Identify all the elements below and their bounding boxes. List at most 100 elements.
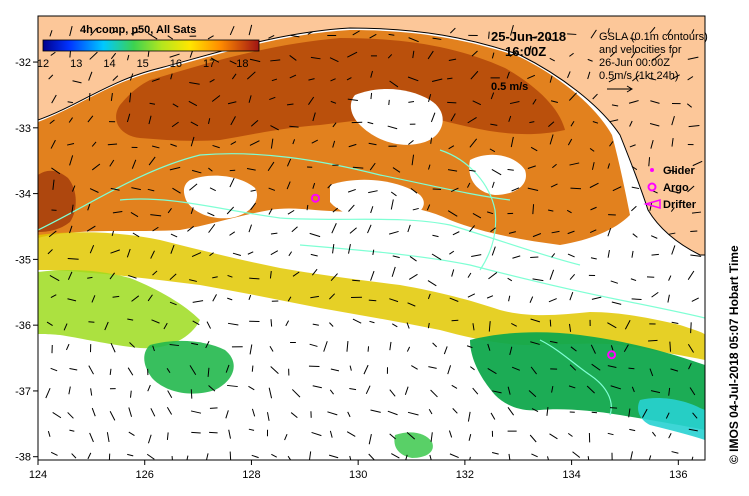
velocity-vector bbox=[472, 387, 479, 395]
velocity-vector bbox=[492, 390, 502, 394]
y-tick-label: -37 bbox=[15, 386, 31, 398]
velocity-vector bbox=[86, 225, 96, 232]
velocity-vector bbox=[130, 390, 132, 398]
velocity-vector bbox=[391, 453, 400, 459]
velocity-vector bbox=[630, 50, 637, 59]
velocity-vector bbox=[170, 233, 178, 238]
velocity-vector bbox=[270, 319, 273, 327]
velocity-vector bbox=[428, 164, 431, 170]
velocity-vector bbox=[68, 117, 73, 123]
velocity-vector bbox=[531, 408, 539, 413]
velocity-vector bbox=[286, 158, 292, 167]
velocity-vector bbox=[469, 456, 471, 460]
velocity-vector bbox=[590, 29, 597, 39]
velocity-vector bbox=[327, 411, 338, 416]
velocity-vector bbox=[369, 320, 375, 324]
velocity-vector bbox=[208, 385, 216, 392]
velocity-vector bbox=[90, 27, 98, 36]
velocity-vector bbox=[509, 346, 513, 355]
velocity-vector bbox=[687, 185, 695, 193]
velocity-vector bbox=[250, 189, 256, 192]
velocity-vector bbox=[347, 188, 356, 193]
velocity-vector bbox=[208, 167, 213, 172]
velocity-vector bbox=[365, 385, 371, 395]
velocity-vector bbox=[548, 121, 555, 128]
velocity-vector bbox=[166, 432, 169, 441]
velocity-vector bbox=[91, 295, 96, 303]
velocity-vector bbox=[389, 389, 396, 397]
sst-cool-patch-2 bbox=[394, 432, 433, 458]
velocity-vector bbox=[332, 244, 335, 254]
velocity-vector bbox=[607, 432, 614, 436]
velocity-vector bbox=[208, 223, 216, 233]
velocity-vector bbox=[527, 74, 536, 79]
velocity-vector bbox=[367, 346, 370, 352]
velocity-vector bbox=[586, 385, 595, 394]
velocity-vector bbox=[112, 211, 123, 214]
velocity-vector bbox=[347, 51, 358, 58]
velocity-vector bbox=[285, 320, 290, 327]
velocity-vector bbox=[427, 322, 430, 329]
velocity-vector bbox=[51, 167, 61, 175]
gsla-note: GSLA (0.1m contours) and velocities for … bbox=[599, 31, 708, 93]
velocity-vector bbox=[289, 74, 297, 79]
velocity-vector bbox=[367, 224, 372, 234]
velocity-vector bbox=[607, 163, 611, 169]
velocity-vector bbox=[609, 119, 619, 123]
velocity-vector bbox=[511, 366, 521, 371]
velocity-vector bbox=[487, 343, 491, 351]
velocity-vector bbox=[530, 366, 537, 375]
velocity-vector bbox=[671, 245, 676, 255]
velocity-vector bbox=[649, 78, 657, 81]
velocity-vector bbox=[51, 94, 57, 104]
velocity-vector bbox=[330, 273, 338, 282]
velocity-vector bbox=[410, 187, 418, 194]
velocity-vector bbox=[347, 411, 351, 418]
velocity-vector bbox=[648, 339, 658, 342]
velocity-vector bbox=[624, 320, 631, 330]
velocity-vector bbox=[225, 410, 229, 419]
velocity-vector bbox=[207, 212, 215, 217]
velocity-vector bbox=[369, 33, 377, 39]
velocity-vector bbox=[69, 225, 73, 234]
velocity-vector bbox=[650, 140, 654, 149]
velocity-vector bbox=[432, 37, 442, 40]
velocity-vector bbox=[152, 270, 158, 276]
velocity-vector bbox=[668, 169, 677, 173]
velocity-vector bbox=[547, 456, 549, 460]
velocity-vector bbox=[249, 140, 260, 146]
velocity-vector bbox=[71, 204, 74, 214]
velocity-vector bbox=[163, 322, 168, 330]
velocity-vector bbox=[570, 120, 575, 127]
velocity-vector bbox=[388, 99, 390, 106]
velocity-vector bbox=[332, 140, 336, 148]
sst-hot-core bbox=[116, 38, 565, 141]
velocity-vector bbox=[331, 223, 337, 234]
velocity-vector bbox=[332, 207, 339, 213]
velocity-vector bbox=[249, 344, 253, 355]
velocity-vector bbox=[666, 29, 672, 36]
velocity-vector bbox=[411, 154, 415, 166]
velocity-vector bbox=[288, 251, 293, 257]
velocity-vector bbox=[227, 322, 239, 326]
velocity-vector bbox=[508, 295, 511, 302]
velocity-vector bbox=[131, 295, 140, 302]
velocity-vector bbox=[48, 230, 57, 238]
velocity-vector bbox=[508, 115, 512, 122]
velocity-vector bbox=[348, 204, 355, 212]
velocity-vector bbox=[631, 186, 640, 190]
velocity-vector bbox=[71, 185, 76, 192]
sst-yellow-band bbox=[38, 232, 705, 360]
velocity-vector bbox=[52, 179, 55, 190]
velocity-vector bbox=[472, 323, 475, 331]
platform-legend: Glider Argo Drifter bbox=[643, 165, 697, 211]
velocity-vector bbox=[188, 100, 198, 107]
velocity-vector bbox=[266, 412, 270, 421]
velocity-vector bbox=[691, 297, 699, 302]
velocity-vector bbox=[587, 456, 590, 460]
velocity-vector bbox=[488, 321, 491, 332]
velocity-vector bbox=[291, 389, 301, 398]
velocity-vector bbox=[448, 145, 455, 150]
velocity-vector bbox=[45, 387, 51, 399]
sst-cool-patch-1 bbox=[144, 340, 234, 394]
